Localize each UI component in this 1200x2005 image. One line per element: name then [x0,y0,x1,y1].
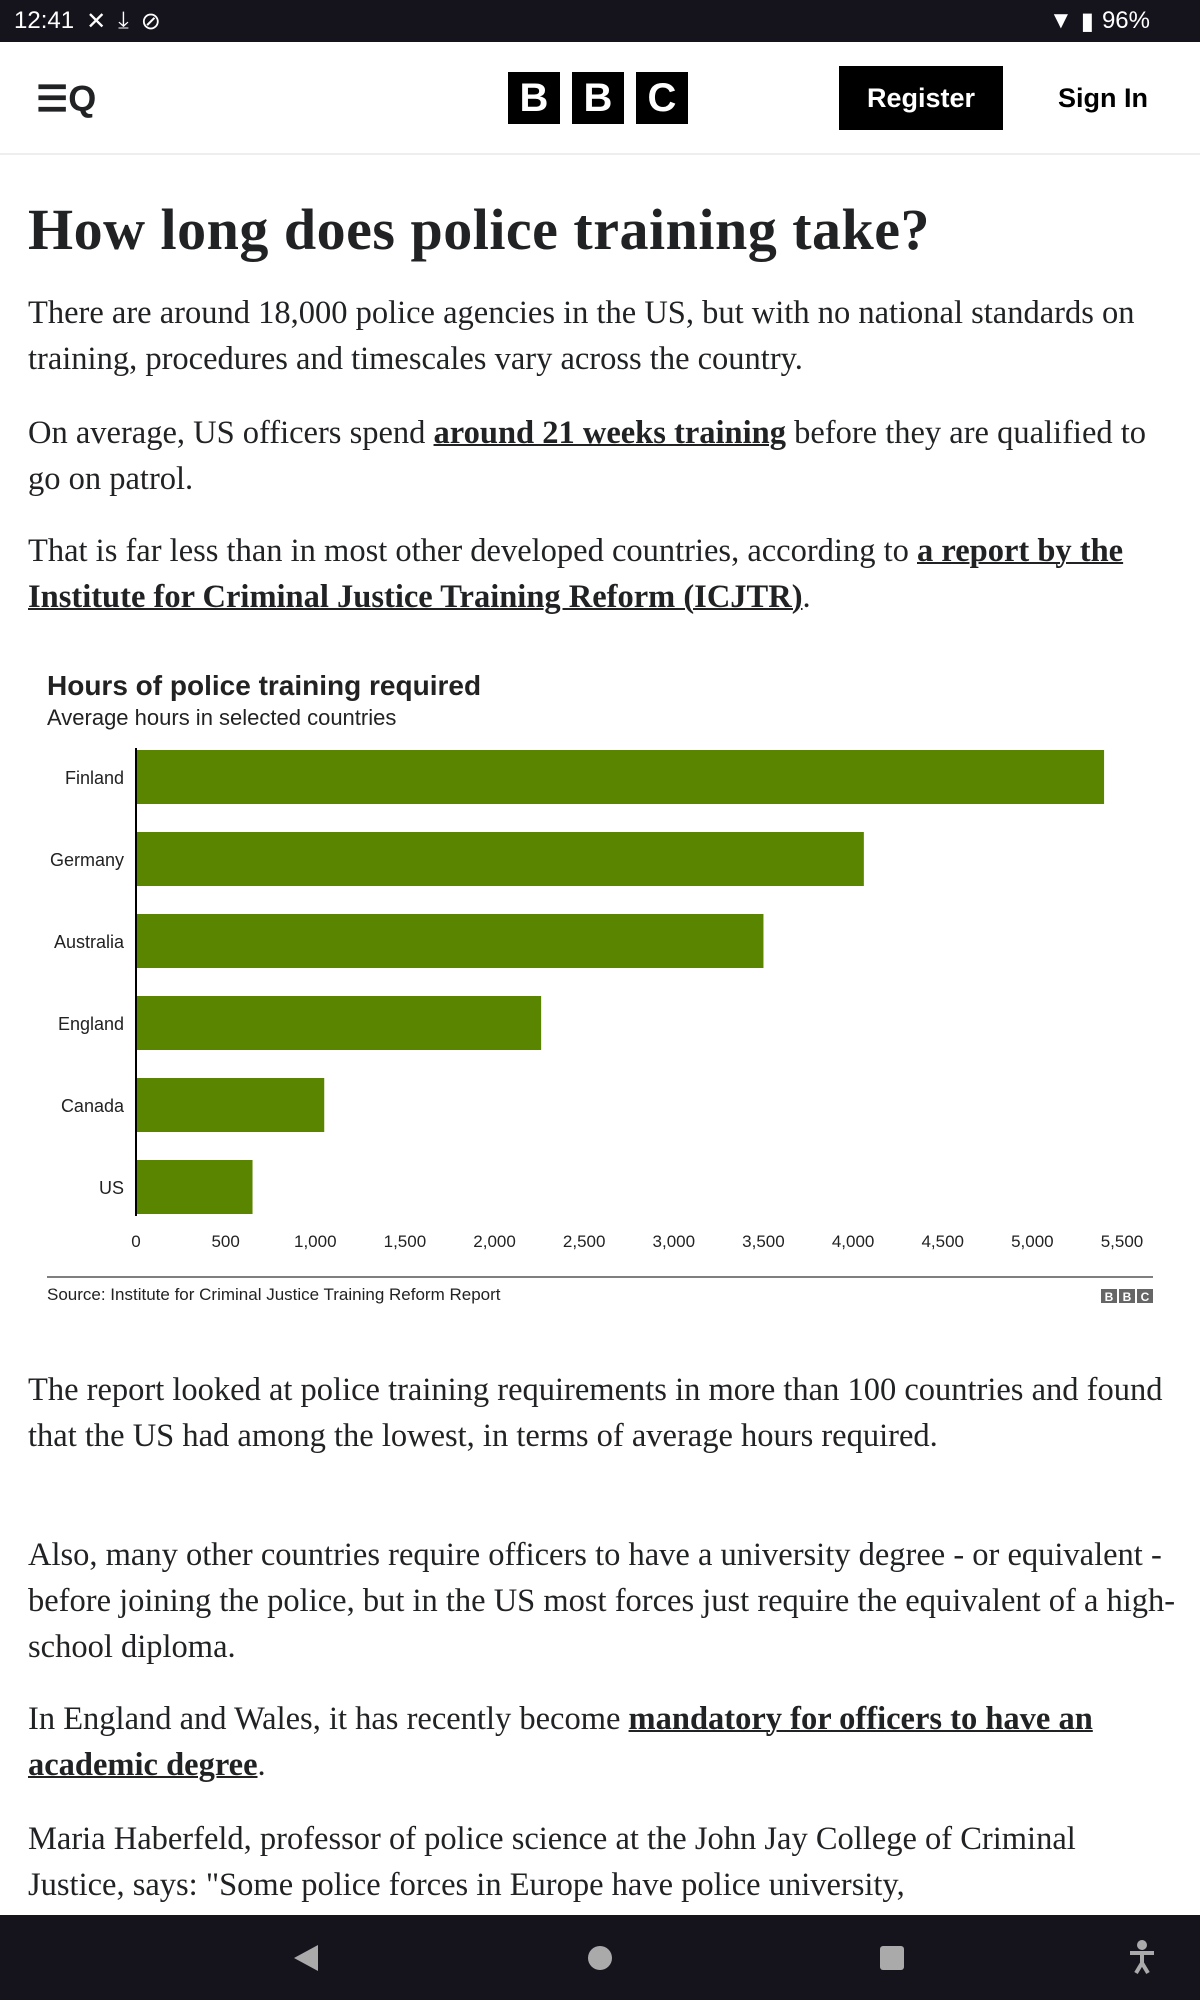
chart-source: Source: Institute for Criminal Justice T… [47,1285,501,1304]
tick-label: 1,000 [294,1232,337,1251]
accessibility-icon[interactable] [1130,1940,1154,1975]
clock: 12:41 [14,7,75,34]
paragraph-text: . [802,579,811,615]
article-title: How long does police training take? [28,197,931,262]
vpn-icon: ⊘ [140,7,161,35]
register-button[interactable]: Register [839,66,1003,130]
recents-icon[interactable] [880,1946,904,1970]
bar [136,1078,325,1132]
bar [136,750,1105,804]
butterfly-icon: ✕ [86,7,107,35]
category-label: Canada [61,1096,125,1116]
paragraph-text: . [257,1747,266,1783]
tick-label: 2,000 [473,1232,516,1251]
category-label: Finland [65,768,124,788]
menu-search-icon[interactable]: ☰Q [36,78,97,119]
paragraph-text: Also, many other countries require offic… [28,1537,1176,1665]
paragraph-text: There are around 18,000 police agencies … [28,295,1135,377]
tick-label: 4,500 [921,1232,964,1251]
article-paragraph: In England and Wales, it has recently be… [28,1696,1178,1788]
battery-level: 96% [1101,7,1150,34]
bbc-mini-logo-letter: B [1105,1290,1114,1304]
tick-label: 5,000 [1011,1232,1054,1251]
tick-label: 4,000 [832,1232,875,1251]
paragraph-text: That is far less than in most other deve… [28,533,917,569]
bar [136,1160,253,1214]
sign-in-link[interactable]: Sign In [1058,82,1148,113]
bar [136,996,542,1050]
chart-title: Hours of police training required [47,670,481,701]
paragraph-text: In England and Wales, it has recently be… [28,1701,629,1737]
bbc-mini-logo [1119,1289,1135,1303]
category-label: Germany [50,850,124,870]
paragraph-text: The report looked at police training req… [28,1372,1163,1454]
battery-icon: ▮ [1080,7,1094,35]
tick-label: 2,500 [563,1232,606,1251]
home-icon[interactable] [588,1946,612,1970]
tick-label: 0 [131,1232,140,1251]
article-link[interactable]: around 21 weeks training [433,415,786,451]
navigation-bar [0,1915,1200,2000]
article-paragraph: The report looked at police training req… [28,1367,1178,1459]
tick-label: 3,500 [742,1232,785,1251]
status-bar: 12:41 ✕ ⤓ ⊘ ▼ ▮ 96% [0,0,1200,42]
article-paragraph: Also, many other countries require offic… [28,1532,1178,1670]
category-label: England [58,1014,124,1034]
bbc-mini-logo [1137,1289,1153,1303]
paragraph-text: Maria Haberfeld, professor of police sci… [28,1821,1076,1903]
category-label: Australia [54,932,125,952]
chart-subtitle: Average hours in selected countries [47,705,396,730]
tick-label: 3,000 [653,1232,696,1251]
category-label: US [99,1178,124,1198]
tick-label: 1,500 [384,1232,427,1251]
back-icon[interactable] [294,1945,318,1971]
paragraph-text: before they are qualified to go on patro… [28,415,1147,497]
article-link[interactable]: mandatory for officers to have an academ… [28,1701,1093,1783]
bbc-mini-logo [1101,1289,1117,1303]
bar-chart: Hours of police training required Average… [47,670,1153,1304]
bbc-mini-logo-letter: B [1123,1290,1132,1304]
tick-label: 500 [211,1232,239,1251]
article-link[interactable]: a report by the Institute for Criminal J… [28,533,1124,615]
download-icon: ⤓ [118,7,129,34]
wifi-icon: ▼ [1048,7,1073,34]
bar [136,832,864,886]
article-paragraph: Maria Haberfeld, professor of police sci… [28,1816,1178,1908]
bbc-mini-logo-letter: C [1141,1290,1150,1304]
article-paragraph: There are around 18,000 police agencies … [28,290,1178,382]
bar [136,914,764,968]
article-paragraph: That is far less than in most other deve… [28,528,1178,620]
tick-label: 5,500 [1101,1232,1144,1251]
article-paragraph: On average, US officers spend around 21 … [28,410,1178,502]
paragraph-text: On average, US officers spend [28,415,434,451]
